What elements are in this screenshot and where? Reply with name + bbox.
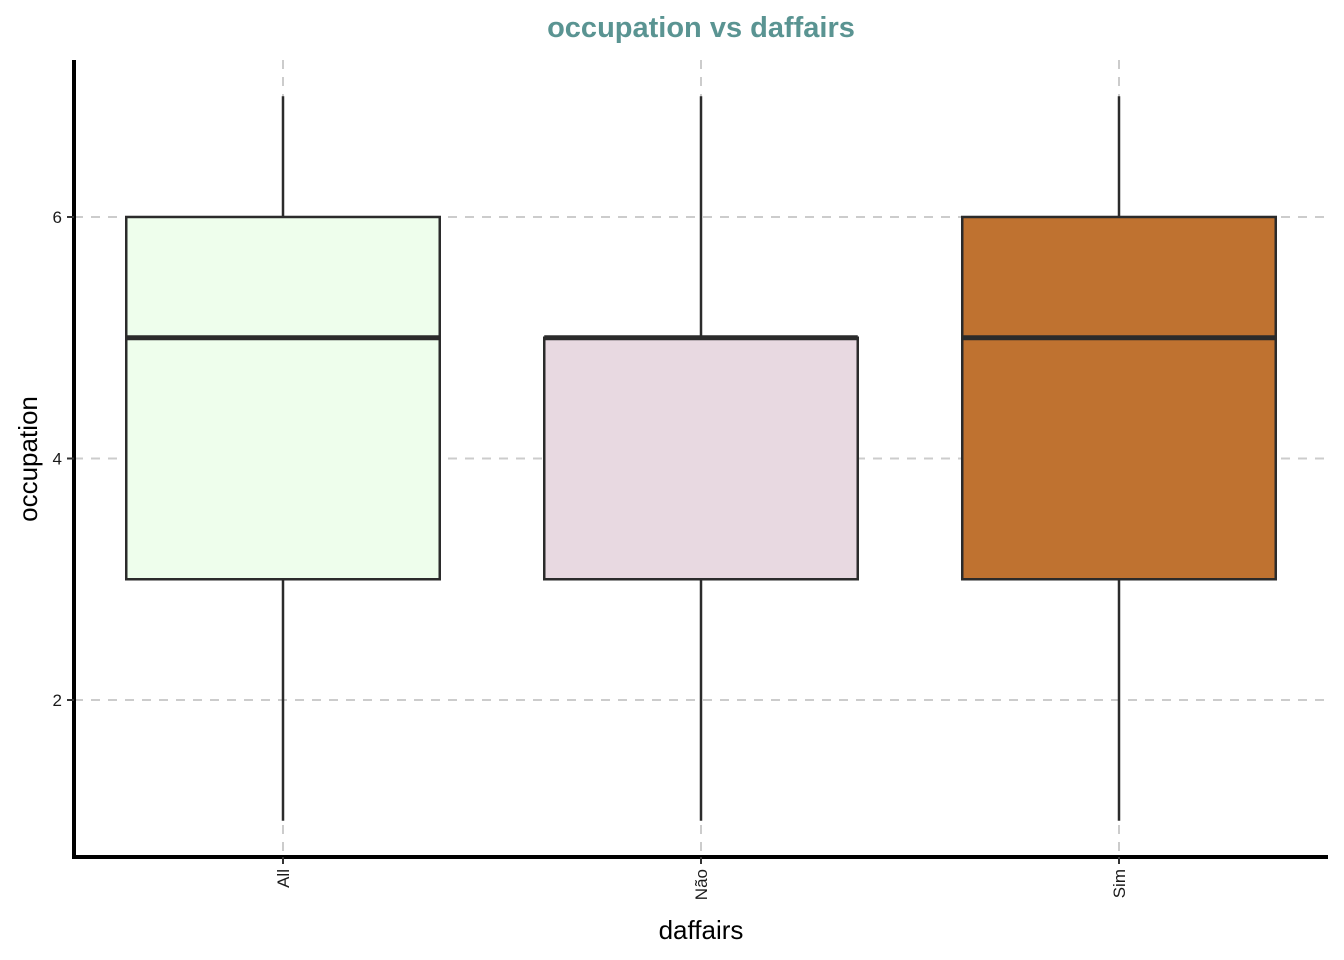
y-axis-title: occupation bbox=[13, 396, 43, 522]
y-tick-label: 2 bbox=[53, 691, 62, 710]
x-axis-title: daffairs bbox=[659, 915, 744, 945]
box-body bbox=[543, 336, 859, 581]
box-body bbox=[961, 215, 1277, 581]
y-ticks: 2 4 6 bbox=[53, 208, 74, 710]
y-tick-label: 6 bbox=[53, 208, 62, 227]
x-tick-label: Sim bbox=[1110, 869, 1129, 898]
x-tick-label: Não bbox=[692, 869, 711, 900]
chart-title: occupation vs daffairs bbox=[547, 12, 855, 44]
boxes bbox=[125, 96, 1277, 821]
y-tick-label: 4 bbox=[53, 450, 62, 469]
x-tick-label: All bbox=[274, 869, 293, 888]
x-ticks: All Não Sim bbox=[274, 857, 1129, 900]
box-2 bbox=[543, 96, 859, 821]
box-1 bbox=[125, 96, 441, 821]
box-body bbox=[125, 215, 441, 581]
box-3 bbox=[961, 96, 1277, 821]
